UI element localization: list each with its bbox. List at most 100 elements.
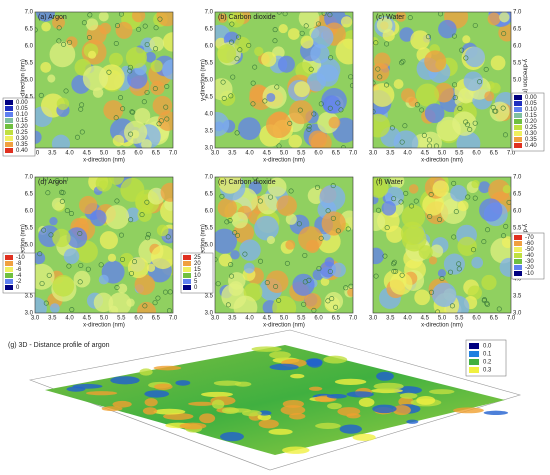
atom-ring: [457, 106, 463, 112]
contour-blob: [254, 46, 264, 57]
atom-ring: [485, 227, 491, 233]
atom-ring: [228, 93, 234, 99]
legend-swatch: [469, 343, 479, 349]
atom-ring: [348, 283, 353, 289]
surface-blob: [85, 391, 118, 396]
contour-blob: [381, 201, 397, 216]
contour-blob: [156, 12, 173, 27]
contour-blob: [103, 100, 124, 121]
surface-blob: [154, 383, 173, 390]
surface-blob: [334, 378, 367, 385]
x-tick-label: 3.0: [369, 316, 378, 322]
colorbar-swatch: [5, 273, 13, 278]
x-tick-label: 4.0: [403, 151, 412, 157]
atom-ring: [333, 304, 339, 310]
contour-blob: [47, 74, 56, 83]
contour-blob: [218, 177, 242, 194]
atom-ring: [268, 194, 274, 200]
y-tick-label: 5.5: [513, 61, 522, 67]
contour-blob: [141, 139, 152, 148]
contour-blob: [456, 131, 481, 148]
contour-blob: [276, 195, 297, 216]
surface-blob: [220, 431, 244, 442]
atom-ring: [391, 268, 397, 274]
x-tick-label: 4.5: [83, 316, 92, 322]
contour-blob: [300, 35, 314, 49]
contour-blob: [373, 212, 386, 231]
contour-blob: [502, 185, 511, 194]
contour-blob: [443, 253, 465, 275]
contour-blob: [399, 27, 414, 42]
contour-blob: [471, 180, 480, 189]
atom-ring: [79, 129, 85, 135]
y-tick-label: 7.0: [25, 10, 34, 16]
colorbar-swatch: [5, 148, 13, 153]
surface-blob: [211, 399, 225, 410]
surface-blob: [346, 391, 374, 398]
surface-blob: [373, 382, 404, 391]
colorbar-swatch: [5, 118, 13, 123]
contour-blob: [401, 204, 426, 229]
contour-blob: [373, 36, 379, 46]
surface-blob: [101, 406, 123, 412]
atom-ring: [78, 106, 84, 112]
colorbar-label: -70: [525, 235, 534, 241]
x-tick-label: 5.0: [438, 151, 447, 157]
contour-field: [35, 12, 173, 148]
atom-ring: [438, 12, 444, 17]
atom-ring: [48, 232, 54, 238]
atom-ring: [157, 16, 163, 22]
surface-blob: [139, 368, 153, 376]
y-tick-label: 5.5: [25, 61, 34, 67]
atom-ring: [299, 30, 305, 36]
y-tick-label: 7.0: [25, 175, 34, 181]
atom-ring: [327, 12, 333, 18]
colorbar-label: 0: [16, 285, 20, 291]
contour-blob: [322, 232, 331, 241]
contour-blob: [340, 16, 353, 28]
surface-blob: [315, 422, 341, 429]
atom-ring: [127, 68, 133, 74]
x-axis-label: x-direction (nm): [263, 158, 305, 164]
x-axis-label: x-direction (nm): [421, 323, 463, 329]
surface-blob: [213, 380, 242, 386]
contour-blob: [324, 291, 344, 311]
atom-ring: [164, 116, 170, 122]
contour-blob: [99, 180, 108, 189]
y-tick-label: 6.0: [513, 44, 522, 50]
atom-ring: [472, 195, 478, 201]
colorbar-swatch: [514, 95, 522, 100]
atom-ring: [502, 132, 508, 138]
atom-ring: [414, 102, 420, 108]
atom-ring: [215, 281, 221, 287]
contour-blob: [464, 46, 485, 68]
contour-blob: [320, 277, 330, 286]
contour-blob: [41, 21, 51, 32]
atom-ring: [250, 80, 256, 86]
atom-ring: [152, 300, 158, 306]
legend-label: 0.2: [483, 360, 492, 366]
atom-ring: [425, 34, 431, 40]
x-tick-label: 6.0: [472, 316, 481, 322]
atom-ring: [439, 276, 445, 282]
y-tick-label: 5.5: [205, 226, 214, 232]
contour-blob: [257, 193, 279, 215]
surface-blob: [251, 346, 282, 352]
atom-ring: [421, 132, 427, 138]
surface-blob: [110, 376, 140, 385]
contour-map: [373, 177, 511, 313]
atom-ring: [452, 82, 458, 88]
atom-ring: [335, 100, 341, 106]
contour-blob: [293, 81, 310, 98]
profile-title: (g) 3D - Distance profile of argon: [8, 342, 110, 349]
x-tick-label: 6.0: [134, 316, 143, 322]
atom-ring: [403, 190, 409, 196]
colorbar-swatch: [5, 255, 13, 260]
contour-blob: [490, 55, 506, 71]
x-tick-label: 5.0: [100, 151, 109, 157]
colorbar-swatch: [183, 255, 191, 260]
x-axis-label: x-direction (nm): [421, 158, 463, 164]
y-tick-label: 3.5: [513, 294, 522, 300]
atom-ring: [302, 252, 308, 258]
colorbar-swatch: [514, 143, 522, 148]
